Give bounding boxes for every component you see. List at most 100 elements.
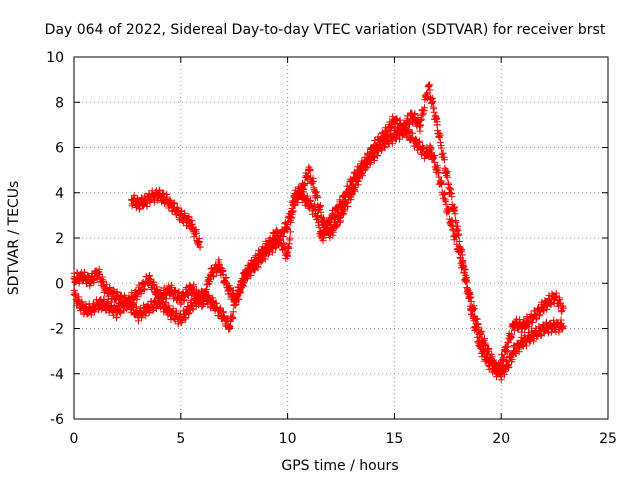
- data-point: [226, 322, 234, 330]
- data-point: [262, 243, 270, 251]
- x-tick-label: 20: [492, 431, 510, 447]
- series-markers-track-side: [128, 186, 204, 251]
- data-point: [79, 272, 87, 280]
- data-point: [311, 207, 319, 215]
- data-point: [134, 200, 142, 208]
- data-point: [476, 329, 484, 337]
- data-point: [177, 295, 185, 303]
- data-point: [113, 293, 121, 301]
- y-tick-label: 4: [55, 186, 64, 202]
- data-point: [87, 277, 95, 285]
- data-point: [425, 82, 433, 90]
- data-point: [187, 302, 195, 310]
- data-point: [529, 313, 537, 321]
- data-point: [510, 347, 518, 355]
- data-point: [501, 347, 509, 355]
- data-point: [399, 125, 407, 133]
- data-point: [320, 220, 328, 228]
- series-markers-track-main-b: [70, 81, 567, 381]
- data-point: [70, 275, 78, 283]
- data-point: [104, 302, 112, 310]
- data-point: [284, 252, 292, 260]
- data-point: [493, 367, 501, 375]
- data-layer: [70, 81, 567, 384]
- data-point: [123, 300, 131, 308]
- data-point: [76, 302, 84, 310]
- data-point: [305, 200, 313, 208]
- x-tick-label: 15: [385, 431, 403, 447]
- data-point: [155, 293, 163, 301]
- y-tick-label: 8: [55, 95, 64, 111]
- data-point: [187, 284, 195, 292]
- data-point: [160, 193, 168, 201]
- data-point: [166, 309, 174, 317]
- data-point: [209, 300, 217, 308]
- data-point: [540, 325, 548, 332]
- data-point: [433, 121, 441, 129]
- data-point: [241, 270, 249, 278]
- plot-frame: [73, 56, 609, 420]
- data-point: [358, 166, 366, 174]
- data-point: [215, 261, 223, 269]
- data-point: [140, 198, 148, 206]
- chart-title: Day 064 of 2022, Sidereal Day-to-day VTE…: [45, 22, 606, 38]
- data-point: [559, 304, 567, 312]
- data-point: [147, 193, 155, 201]
- data-point: [134, 288, 142, 296]
- data-point: [145, 304, 153, 312]
- data-point: [407, 112, 415, 120]
- x-tick-label: 25: [599, 431, 617, 447]
- data-point: [102, 286, 110, 294]
- data-point: [177, 315, 185, 323]
- data-point: [337, 200, 345, 208]
- data-point: [311, 189, 319, 197]
- data-point: [128, 196, 136, 204]
- data-point: [412, 139, 420, 147]
- data-point: [113, 309, 121, 317]
- y-tick-label: 6: [55, 141, 64, 157]
- data-point: [519, 322, 527, 330]
- y-tick-label: 0: [55, 276, 64, 292]
- data-point: [318, 234, 326, 242]
- data-point: [299, 184, 307, 192]
- data-point: [422, 150, 430, 158]
- data-point: [427, 146, 435, 154]
- data-point: [519, 338, 527, 346]
- data-point: [83, 306, 91, 314]
- y-tick-label: -4: [50, 367, 64, 383]
- data-point: [252, 257, 260, 265]
- data-point: [185, 218, 193, 226]
- data-point: [70, 291, 78, 299]
- y-axis-label: SDTVAR / TECUs: [6, 181, 22, 296]
- data-point: [134, 311, 142, 319]
- x-tick-label: 0: [70, 431, 79, 447]
- data-point: [153, 191, 161, 199]
- data-point: [337, 211, 345, 219]
- data-point: [416, 121, 424, 129]
- data-point: [390, 132, 398, 140]
- grid-layer: [74, 57, 608, 419]
- data-point: [348, 189, 356, 197]
- data-point: [145, 275, 153, 283]
- data-point: [380, 132, 388, 140]
- x-tick-label: 10: [279, 431, 297, 447]
- data-point: [551, 293, 559, 301]
- data-point: [551, 322, 559, 330]
- data-point: [207, 270, 215, 278]
- y-tick-label: -6: [50, 412, 64, 428]
- data-point: [390, 116, 398, 124]
- data-point: [326, 229, 334, 237]
- data-point: [196, 243, 204, 251]
- axis-layer: 0 5 10 15 20 25 -6 -4 -2 0 2 4 6 8 10: [46, 50, 617, 447]
- y-tick-label: 10: [46, 50, 64, 66]
- data-point: [305, 166, 313, 174]
- data-point: [504, 361, 512, 369]
- y-tick-label: 2: [55, 231, 64, 247]
- data-point: [224, 284, 232, 292]
- data-point: [220, 313, 228, 321]
- data-point: [166, 200, 174, 208]
- data-point: [484, 358, 492, 366]
- y-tick-label: -2: [50, 322, 64, 338]
- data-point: [198, 300, 206, 308]
- data-point: [369, 144, 377, 151]
